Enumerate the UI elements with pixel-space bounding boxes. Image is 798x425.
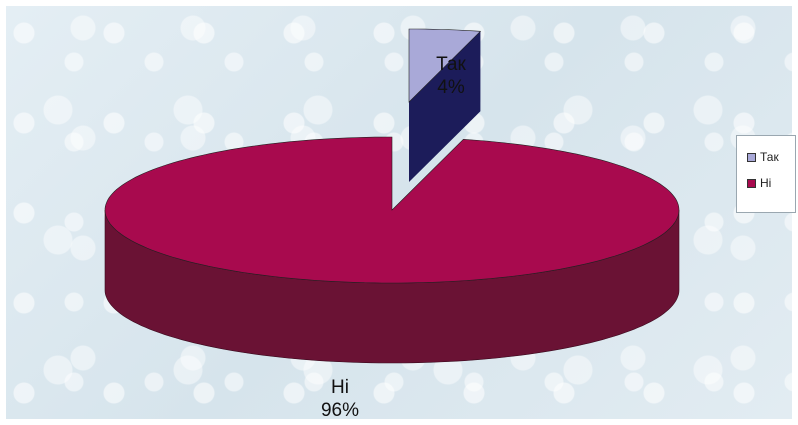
legend-item-ni: Ні — [747, 170, 795, 196]
legend-swatch-ni — [747, 178, 756, 188]
pie-cutface-tak — [409, 31, 481, 182]
pie-slice-tak — [408, 28, 482, 103]
pie-slice-ni — [104, 136, 680, 284]
data-label-tak-value: 4% — [437, 77, 465, 98]
legend-label-ni: Ні — [760, 176, 772, 190]
data-label-ni-category: Ні — [331, 377, 349, 398]
data-label-tak-category: Так — [436, 54, 466, 75]
legend-label-tak: Так — [760, 150, 779, 164]
pie-layer — [104, 28, 680, 364]
legend-item-tak: Так — [747, 144, 795, 170]
legend-swatch-tak — [747, 152, 756, 162]
data-label-ni-value: 96% — [321, 400, 359, 421]
legend: Так Ні — [736, 135, 796, 213]
